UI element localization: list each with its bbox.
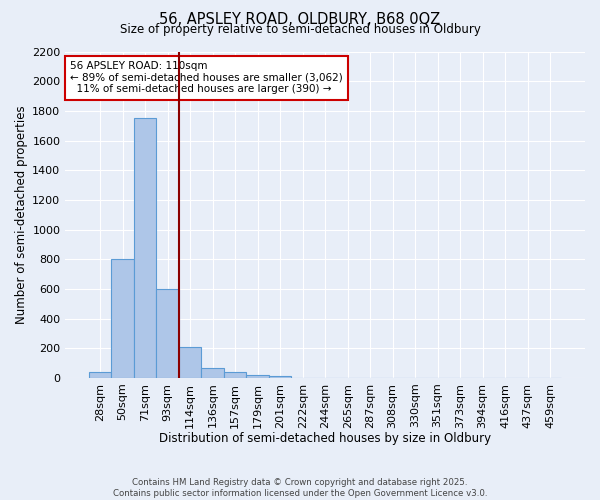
Text: Contains HM Land Registry data © Crown copyright and database right 2025.
Contai: Contains HM Land Registry data © Crown c… xyxy=(113,478,487,498)
Bar xyxy=(112,259,134,378)
Bar xyxy=(269,376,292,378)
Bar xyxy=(179,346,202,378)
Y-axis label: Number of semi-detached properties: Number of semi-detached properties xyxy=(15,106,28,324)
Text: 56, APSLEY ROAD, OLDBURY, B68 0QZ: 56, APSLEY ROAD, OLDBURY, B68 0QZ xyxy=(160,12,440,28)
X-axis label: Distribution of semi-detached houses by size in Oldbury: Distribution of semi-detached houses by … xyxy=(159,432,491,445)
Bar xyxy=(134,118,157,378)
Bar xyxy=(202,368,224,378)
Bar xyxy=(224,372,247,378)
Bar xyxy=(89,372,112,378)
Bar xyxy=(157,289,179,378)
Text: 56 APSLEY ROAD: 110sqm
← 89% of semi-detached houses are smaller (3,062)
  11% o: 56 APSLEY ROAD: 110sqm ← 89% of semi-det… xyxy=(70,62,343,94)
Text: Size of property relative to semi-detached houses in Oldbury: Size of property relative to semi-detach… xyxy=(119,22,481,36)
Bar xyxy=(247,375,269,378)
